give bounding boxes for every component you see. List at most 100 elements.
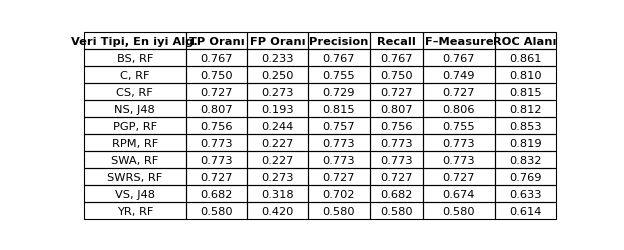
Text: 0.580: 0.580	[380, 206, 412, 216]
Text: 0.227: 0.227	[261, 138, 294, 148]
Text: 0.773: 0.773	[442, 138, 475, 148]
Bar	[186, 84, 247, 101]
Bar	[308, 118, 369, 135]
Bar	[247, 203, 308, 220]
Bar	[308, 152, 369, 169]
Text: 0.769: 0.769	[509, 172, 542, 182]
Text: RPM, RF: RPM, RF	[112, 138, 158, 148]
Text: 0.861: 0.861	[509, 53, 542, 63]
Text: 0.773: 0.773	[380, 138, 412, 148]
Bar	[369, 67, 423, 84]
Bar	[495, 152, 556, 169]
Text: 0.420: 0.420	[261, 206, 294, 216]
Bar	[247, 152, 308, 169]
Bar	[84, 33, 186, 50]
Text: 0.614: 0.614	[509, 206, 542, 216]
Bar	[369, 118, 423, 135]
Bar	[495, 84, 556, 101]
Bar	[495, 186, 556, 203]
Bar	[84, 67, 186, 84]
Text: ROC Alanı: ROC Alanı	[494, 36, 557, 46]
Bar	[495, 118, 556, 135]
Text: 0.580: 0.580	[200, 206, 233, 216]
Text: 0.580: 0.580	[323, 206, 355, 216]
Bar	[247, 118, 308, 135]
Bar	[495, 203, 556, 220]
Bar	[308, 135, 369, 152]
Bar	[369, 169, 423, 186]
Bar	[186, 67, 247, 84]
Text: 0.810: 0.810	[509, 70, 542, 80]
Bar	[495, 33, 556, 50]
Bar	[186, 186, 247, 203]
Bar	[423, 50, 495, 67]
Text: 0.853: 0.853	[509, 121, 542, 131]
Text: 0.756: 0.756	[200, 121, 233, 131]
Bar	[308, 67, 369, 84]
Bar	[84, 101, 186, 118]
Bar	[423, 101, 495, 118]
Bar	[186, 203, 247, 220]
Bar	[247, 135, 308, 152]
Bar	[308, 33, 369, 50]
Bar	[423, 186, 495, 203]
Text: 0.756: 0.756	[380, 121, 412, 131]
Text: 0.633: 0.633	[509, 189, 542, 199]
Bar	[186, 33, 247, 50]
Text: 0.755: 0.755	[323, 70, 355, 80]
Text: 0.806: 0.806	[442, 104, 475, 114]
Text: 0.807: 0.807	[380, 104, 412, 114]
Text: 0.773: 0.773	[380, 155, 412, 165]
Text: 0.682: 0.682	[380, 189, 412, 199]
Text: FP Oranı: FP Oranı	[250, 36, 306, 46]
Bar	[247, 67, 308, 84]
Bar	[495, 135, 556, 152]
Text: 0.244: 0.244	[261, 121, 294, 131]
Text: 0.749: 0.749	[442, 70, 475, 80]
Text: 0.727: 0.727	[442, 87, 475, 97]
Bar	[84, 84, 186, 101]
Bar	[247, 169, 308, 186]
Bar	[369, 84, 423, 101]
Bar	[84, 203, 186, 220]
Text: SWA, RF: SWA, RF	[111, 155, 158, 165]
Bar	[423, 169, 495, 186]
Text: Recall: Recall	[377, 36, 416, 46]
Bar	[247, 84, 308, 101]
Text: C, RF: C, RF	[120, 70, 150, 80]
Text: 0.773: 0.773	[323, 155, 355, 165]
Bar	[247, 186, 308, 203]
Text: 0.273: 0.273	[261, 87, 294, 97]
Bar	[308, 50, 369, 67]
Text: 0.227: 0.227	[261, 155, 294, 165]
Text: SWRS, RF: SWRS, RF	[107, 172, 162, 182]
Text: 0.807: 0.807	[200, 104, 233, 114]
Text: 0.815: 0.815	[323, 104, 355, 114]
Text: 0.727: 0.727	[442, 172, 475, 182]
Bar	[369, 33, 423, 50]
Text: 0.193: 0.193	[261, 104, 294, 114]
Text: TP Oranı: TP Oranı	[188, 36, 245, 46]
Text: 0.750: 0.750	[200, 70, 233, 80]
Bar	[369, 186, 423, 203]
Bar	[308, 84, 369, 101]
Bar	[495, 50, 556, 67]
Bar	[423, 84, 495, 101]
Text: 0.233: 0.233	[261, 53, 294, 63]
Text: 0.318: 0.318	[261, 189, 294, 199]
Text: 0.273: 0.273	[261, 172, 294, 182]
Text: CS, RF: CS, RF	[117, 87, 154, 97]
Text: 0.702: 0.702	[323, 189, 355, 199]
Bar	[423, 118, 495, 135]
Text: 0.727: 0.727	[380, 87, 412, 97]
Bar	[84, 118, 186, 135]
Text: 0.729: 0.729	[323, 87, 355, 97]
Bar	[369, 50, 423, 67]
Text: 0.727: 0.727	[200, 87, 233, 97]
Bar	[84, 50, 186, 67]
Bar	[308, 203, 369, 220]
Text: 0.750: 0.750	[380, 70, 412, 80]
Text: YR, RF: YR, RF	[117, 206, 153, 216]
Bar	[423, 33, 495, 50]
Text: 0.767: 0.767	[200, 53, 233, 63]
